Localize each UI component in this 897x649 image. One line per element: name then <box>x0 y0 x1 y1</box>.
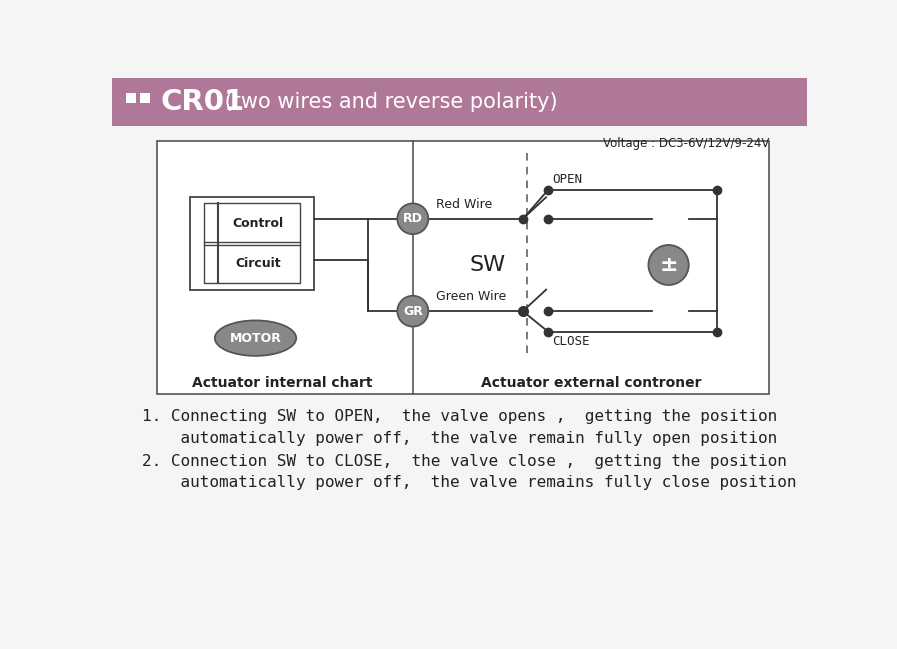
Bar <box>112 78 807 126</box>
Text: CLOSE: CLOSE <box>553 335 590 348</box>
Bar <box>140 93 150 103</box>
Bar <box>157 141 770 393</box>
Text: (two wires and reverse polarity): (two wires and reverse polarity) <box>218 92 557 112</box>
Bar <box>189 197 314 289</box>
Text: Actuator external controner: Actuator external controner <box>481 376 701 390</box>
Text: GR: GR <box>403 304 422 318</box>
Circle shape <box>649 245 689 285</box>
Text: Red Wire: Red Wire <box>436 198 492 211</box>
Text: OPEN: OPEN <box>553 173 582 186</box>
Text: SW: SW <box>470 255 506 275</box>
Text: Control: Control <box>232 217 283 230</box>
Circle shape <box>397 296 429 326</box>
Ellipse shape <box>214 321 296 356</box>
Text: Circuit: Circuit <box>235 257 281 270</box>
Text: 1. Connecting SW to OPEN,  the valve opens ,  getting the position: 1. Connecting SW to OPEN, the valve open… <box>142 409 777 424</box>
Text: ±: ± <box>659 255 678 275</box>
Text: CR01: CR01 <box>161 88 244 116</box>
Text: Voltage : DC3-6V/12V/9-24V: Voltage : DC3-6V/12V/9-24V <box>603 137 770 150</box>
Bar <box>126 93 136 103</box>
Text: RD: RD <box>403 212 422 225</box>
Text: Actuator internal chart: Actuator internal chart <box>192 376 373 390</box>
Text: automatically power off,  the valve remains fully close position: automatically power off, the valve remai… <box>142 475 796 490</box>
Bar <box>204 203 300 284</box>
Text: automatically power off,  the valve remain fully open position: automatically power off, the valve remai… <box>142 430 777 446</box>
Text: MOTOR: MOTOR <box>230 332 282 345</box>
Text: 2. Connection SW to CLOSE,  the valve close ,  getting the position: 2. Connection SW to CLOSE, the valve clo… <box>142 454 787 469</box>
Circle shape <box>397 203 429 234</box>
Text: Green Wire: Green Wire <box>436 291 506 304</box>
